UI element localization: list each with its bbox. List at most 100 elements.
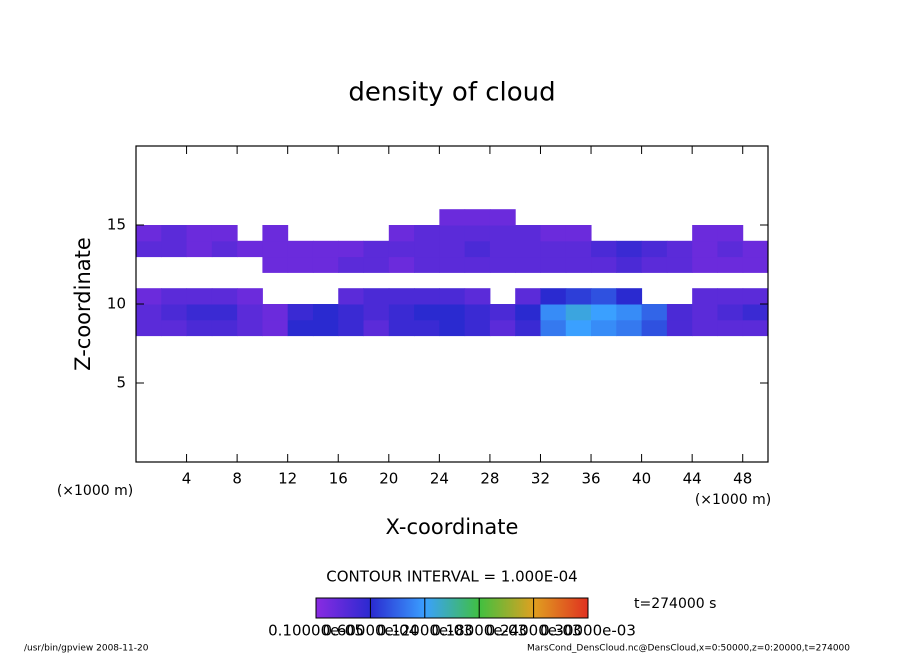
density-cell — [515, 319, 541, 337]
x-unit: (×1000 m) — [695, 492, 771, 508]
y-tick-label: 15 — [107, 216, 126, 234]
density-cell — [237, 304, 263, 321]
density-cell — [136, 288, 162, 305]
density-cell — [136, 225, 162, 242]
density-cell — [136, 304, 162, 321]
density-cell — [489, 304, 516, 321]
density-cell — [742, 304, 769, 321]
density-cell — [641, 304, 668, 321]
density-cell — [161, 304, 188, 321]
density-cell — [717, 256, 744, 273]
x-tick-label: 20 — [379, 470, 398, 488]
density-cell — [186, 288, 213, 305]
density-cell — [161, 225, 188, 242]
x-tick-label: 8 — [232, 470, 242, 488]
density-cell — [742, 319, 769, 337]
density-cell — [540, 256, 567, 273]
colorbar-tick-label: 0.12000e-03 — [377, 622, 473, 640]
colorbar-tick-label: 0.10000e-05 — [268, 622, 364, 640]
density-cell — [565, 256, 592, 273]
density-cell — [287, 304, 314, 321]
density-cell — [186, 304, 213, 321]
density-cell — [388, 225, 415, 242]
density-cell — [136, 319, 162, 337]
density-cell — [363, 319, 390, 337]
density-cell — [211, 319, 238, 337]
density-cell — [464, 240, 491, 258]
density-cell — [237, 319, 263, 337]
density-cell — [414, 256, 440, 273]
density-cell — [363, 304, 390, 321]
density-cell — [414, 225, 440, 242]
x-tick-label: 48 — [733, 470, 752, 488]
density-cell — [540, 240, 567, 258]
density-cell — [742, 256, 769, 273]
density-cell — [388, 240, 415, 258]
x-tick-label: 4 — [182, 470, 192, 488]
density-cell — [161, 288, 188, 305]
density-cell — [338, 256, 365, 273]
density-cell — [464, 288, 491, 305]
density-cell — [591, 288, 617, 305]
density-cell — [641, 319, 668, 337]
x-tick-label: 24 — [430, 470, 449, 488]
density-cell — [742, 240, 769, 258]
density-cell — [616, 304, 643, 321]
density-cell — [439, 304, 466, 321]
density-cell — [489, 240, 516, 258]
colorbar-tick-label: 0.18000e-03 — [431, 622, 527, 640]
density-cell — [439, 288, 466, 305]
density-cell — [717, 304, 744, 321]
density-cell — [464, 256, 491, 273]
density-cell — [692, 319, 718, 337]
x-tick-label: 16 — [329, 470, 348, 488]
x-axis-label: X-coordinate — [386, 515, 519, 539]
colorbar-segment — [533, 598, 589, 618]
density-cell — [388, 256, 415, 273]
density-cell — [363, 256, 390, 273]
x-tick-label: 28 — [480, 470, 499, 488]
footer-left: /usr/bin/gpview 2008-11-20 — [24, 644, 149, 654]
x-tick-label: 36 — [581, 470, 600, 488]
density-cell — [439, 256, 466, 273]
density-cell — [565, 319, 592, 337]
density-cell — [161, 319, 188, 337]
density-cell — [338, 304, 365, 321]
density-cell — [616, 288, 643, 305]
y-tick-label: 5 — [116, 374, 126, 392]
density-cell — [237, 240, 263, 258]
density-cell — [489, 209, 516, 226]
density-cell — [489, 319, 516, 337]
density-cell — [515, 304, 541, 321]
density-cell — [464, 319, 491, 337]
density-cell — [591, 240, 617, 258]
colorbar-tick-label: 0.30000e-03 — [540, 622, 636, 640]
density-cell — [540, 288, 567, 305]
density-cell — [414, 288, 440, 305]
density-cell — [211, 225, 238, 242]
colorbar-tick-label: 0.60000e-04 — [323, 622, 419, 640]
density-cell — [591, 256, 617, 273]
density-cell — [666, 256, 693, 273]
density-cell — [363, 240, 390, 258]
density-cell — [540, 319, 567, 337]
density-cell — [211, 240, 238, 258]
density-cell — [186, 225, 213, 242]
density-cell — [262, 225, 289, 242]
density-cell — [489, 256, 516, 273]
density-cell — [338, 288, 365, 305]
y-axis-label: Z-coordinate — [71, 237, 95, 371]
density-cell — [641, 256, 668, 273]
density-cell — [211, 304, 238, 321]
density-cell — [287, 240, 314, 258]
density-cell — [565, 304, 592, 321]
density-cell — [262, 319, 289, 337]
density-cell — [338, 319, 365, 337]
density-cell — [363, 288, 390, 305]
density-cell — [312, 240, 339, 258]
density-cell — [565, 288, 592, 305]
density-cell — [692, 225, 718, 242]
density-cell — [717, 240, 744, 258]
density-cell — [312, 304, 339, 321]
